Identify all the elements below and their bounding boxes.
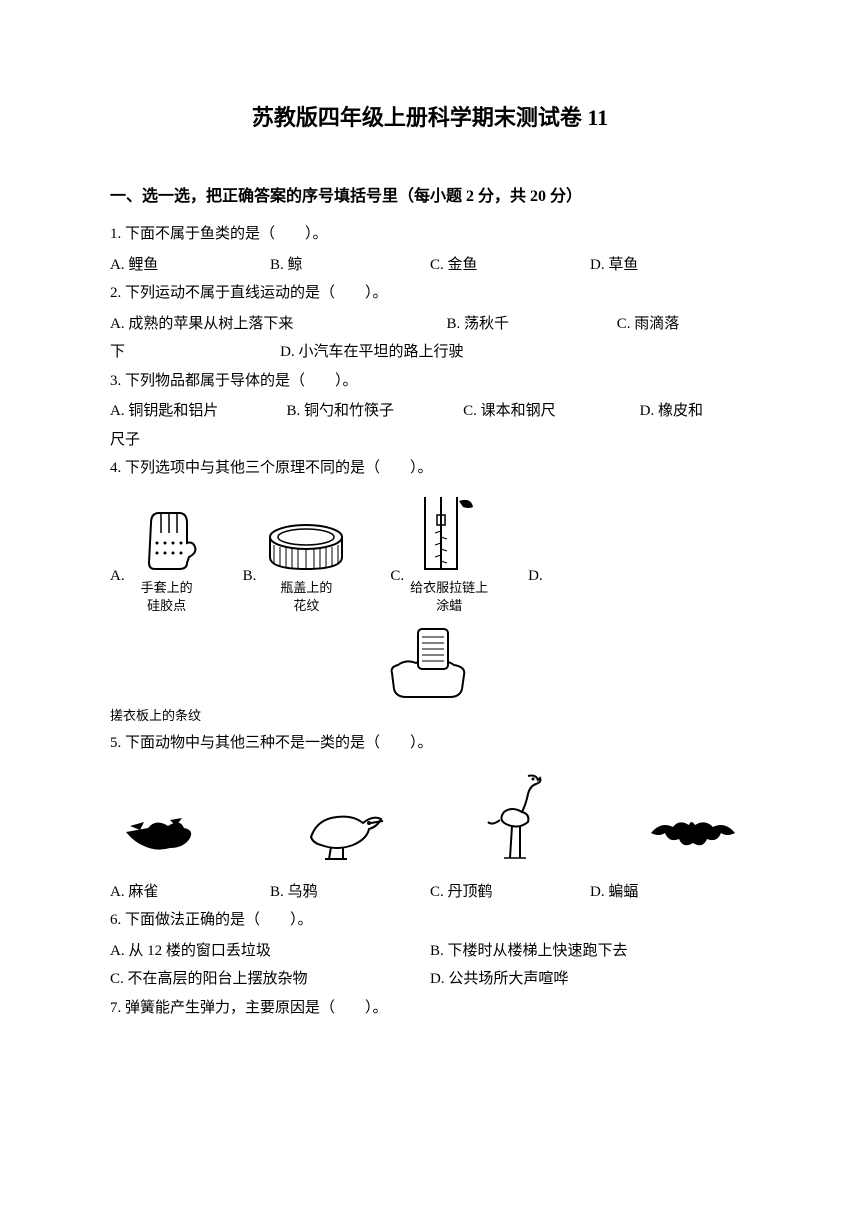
q2-options-row2: 下 D. 小汽车在平坦的路上行驶: [110, 338, 750, 367]
q2-opt-c-cont: 下: [110, 338, 276, 367]
crow-icon: [297, 793, 392, 868]
q4-caption-c2: 涂蜡: [410, 597, 488, 615]
q3-stem: 3. 下列物品都属于导体的是（ ）。: [110, 367, 750, 396]
q2-opt-b: B. 荡秋千: [447, 310, 613, 339]
q1-options: A. 鲤鱼 B. 鲸 C. 金鱼 D. 草鱼: [110, 251, 750, 280]
q2-opt-a: A. 成熟的苹果从树上落下来: [110, 310, 443, 339]
q1-opt-a: A. 鲤鱼: [110, 251, 270, 280]
q4-letter-a: A.: [110, 568, 125, 585]
bat-icon: [645, 813, 740, 868]
q4-caption-b1: 瓶盖上的: [262, 579, 350, 597]
q2-opt-c: C. 雨滴落: [617, 310, 680, 339]
q2-stem: 2. 下列运动不属于直线运动的是（ ）。: [110, 279, 750, 308]
q6-stem: 6. 下面做法正确的是（ ）。: [110, 906, 750, 935]
q4-img-d: 搓衣板上的条纹: [110, 623, 750, 725]
sparrow-icon: [120, 808, 210, 868]
q6-opt-a: A. 从 12 楼的窗口丢垃圾: [110, 937, 430, 966]
q4-opt-d-wrap: D.: [528, 568, 549, 615]
q4-opt-b-wrap: B. 瓶盖上的 花纹: [243, 519, 351, 615]
q1-opt-b: B. 鲸: [270, 251, 430, 280]
q4-letter-b: B.: [243, 568, 257, 585]
section-heading: 一、选一选，把正确答案的序号填括号里（每小题 2 分，共 20 分）: [110, 182, 750, 206]
q3-options-row1: A. 铜钥匙和铝片 B. 铜勺和竹筷子 C. 课本和钢尺 D. 橡皮和: [110, 397, 750, 426]
page-title: 苏教版四年级上册科学期末测试卷 11: [110, 100, 750, 132]
q4-letter-c: C.: [390, 568, 404, 585]
q4-img-c: 给衣服拉链上 涂蜡: [410, 491, 488, 615]
zipper-icon: [417, 491, 481, 575]
q4-caption-c1: 给衣服拉链上: [410, 579, 488, 597]
q5-opt-a: A. 麻雀: [110, 878, 270, 907]
q6-opt-b: B. 下楼时从楼梯上快速跑下去: [430, 937, 750, 966]
bottle-cap-icon: [262, 519, 350, 575]
q2-opt-d: D. 小汽车在平坦的路上行驶: [280, 338, 463, 367]
q5-images: [110, 768, 750, 868]
q3-opt-d: D. 橡皮和: [640, 397, 703, 426]
q4-opt-a-wrap: A. 手套上的 硅胶点: [110, 503, 203, 615]
crane-icon: [478, 768, 558, 868]
q7-stem: 7. 弹簧能产生弹力，主要原因是（ ）。: [110, 994, 750, 1023]
q5-options: A. 麻雀 B. 乌鸦 C. 丹顶鹤 D. 蝙蝠: [110, 878, 750, 907]
q4-image-options: A. 手套上的 硅胶点 B.: [110, 491, 750, 615]
q3-opt-b: B. 铜勺和竹筷子: [287, 397, 460, 426]
q5-opt-b: B. 乌鸦: [270, 878, 430, 907]
q6-opt-d: D. 公共场所大声喧哗: [430, 965, 750, 994]
q3-opt-d-cont: 尺子: [110, 426, 750, 455]
q2-options-row1: A. 成熟的苹果从树上落下来 B. 荡秋千 C. 雨滴落: [110, 310, 750, 339]
q5-opt-c: C. 丹顶鹤: [430, 878, 590, 907]
q1-stem: 1. 下面不属于鱼类的是（ ）。: [110, 220, 750, 249]
q3-opt-a: A. 铜钥匙和铝片: [110, 397, 283, 426]
q4-img-b: 瓶盖上的 花纹: [262, 519, 350, 615]
q1-opt-d: D. 草鱼: [590, 251, 750, 280]
q6-opt-c: C. 不在高层的阳台上摆放杂物: [110, 965, 430, 994]
q4-caption-d1: 搓衣板上的条纹: [110, 707, 750, 725]
q4-caption-a2: 硅胶点: [131, 597, 203, 615]
glove-icon: [131, 503, 203, 575]
q4-caption-a1: 手套上的: [131, 579, 203, 597]
q1-opt-c: C. 金鱼: [430, 251, 590, 280]
q4-caption-b2: 花纹: [262, 597, 350, 615]
washboard-icon: [380, 623, 480, 703]
q4-letter-d: D.: [528, 568, 543, 585]
q5-opt-d: D. 蝙蝠: [590, 878, 750, 907]
q4-stem: 4. 下列选项中与其他三个原理不同的是（ ）。: [110, 454, 750, 483]
q6-options: A. 从 12 楼的窗口丢垃圾 B. 下楼时从楼梯上快速跑下去 C. 不在高层的…: [110, 937, 750, 994]
q3-opt-c: C. 课本和钢尺: [463, 397, 636, 426]
q4-opt-c-wrap: C. 给衣服拉链上 涂蜡: [390, 491, 488, 615]
q4-img-a: 手套上的 硅胶点: [131, 503, 203, 615]
q5-stem: 5. 下面动物中与其他三种不是一类的是（ ）。: [110, 729, 750, 758]
